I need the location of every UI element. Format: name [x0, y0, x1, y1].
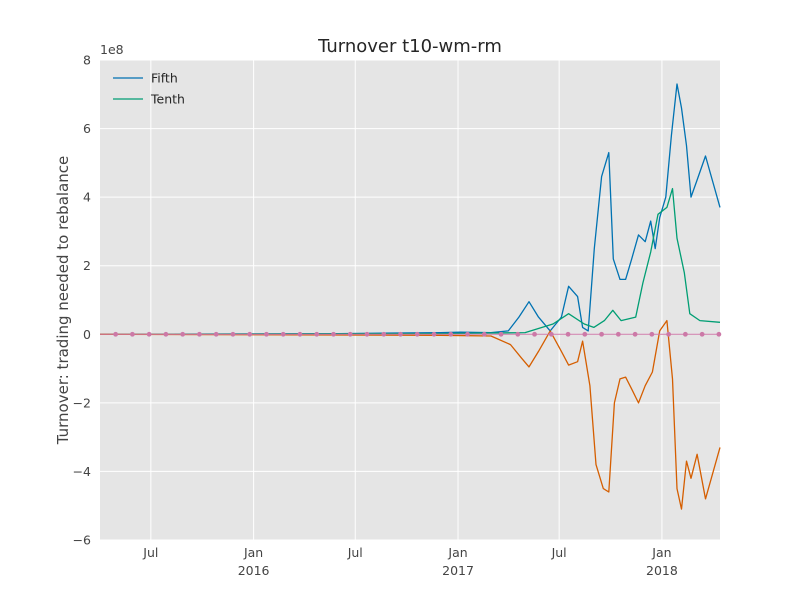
- chart-title: Turnover t10-wm-rm: [317, 36, 502, 57]
- series-4-marker: [649, 331, 655, 337]
- legend: Fifth Tenth: [113, 71, 185, 107]
- legend-label: Tenth: [150, 92, 185, 107]
- series-4-marker: [414, 331, 420, 337]
- series-4-marker: [465, 331, 470, 337]
- x-tick-year-label: 2016: [238, 563, 270, 578]
- x-tick-label: Jul: [347, 545, 363, 560]
- series-4-marker: [565, 331, 571, 337]
- series-3-line: [99, 319, 721, 510]
- series-4-marker: [230, 331, 236, 337]
- series-2-line: [99, 187, 721, 335]
- x-tick-year-label: 2017: [442, 563, 474, 578]
- series-4-marker: [481, 331, 487, 337]
- y-tick-label: −4: [73, 464, 91, 479]
- x-ticks: Jul Jan 2016 Jul Jan 2017 Jul Jan 2018: [142, 545, 678, 578]
- series-4-marker: [314, 331, 320, 337]
- series-4-marker: [548, 331, 554, 337]
- series-4-marker: [398, 331, 403, 337]
- x-tick-label: Jan: [243, 545, 263, 560]
- plot-area: [100, 60, 720, 540]
- y-tick-label: 4: [83, 190, 91, 205]
- series-4-marker: [716, 331, 722, 337]
- y-tick-label: 8: [83, 53, 91, 68]
- series-4-marker: [197, 331, 202, 337]
- series-4-marker: [364, 331, 370, 337]
- x-tick-label: Jul: [551, 545, 567, 560]
- series-layer: [99, 83, 722, 510]
- y-tick-label: 6: [83, 121, 91, 136]
- series-4-marker: [431, 331, 437, 337]
- series-4-marker: [498, 331, 504, 337]
- series-4-marker: [264, 331, 269, 337]
- x-tick-year-label: 2018: [646, 563, 678, 578]
- x-tick-label: Jan: [447, 545, 467, 560]
- y-tick-label: 2: [83, 258, 91, 273]
- series-4-marker: [163, 331, 169, 337]
- series-4-marker: [448, 331, 454, 337]
- series-4-marker: [146, 331, 152, 337]
- series-4-marker: [632, 331, 638, 337]
- series-4-marker: [113, 331, 119, 337]
- series-1-line: [99, 83, 721, 335]
- y-axis-label: Turnover: trading needed to rebalance: [54, 156, 72, 446]
- x-tick-label: Jan: [651, 545, 671, 560]
- grid-lines: [100, 59, 720, 541]
- series-4-marker: [347, 331, 353, 337]
- y-ticks: −6 −4 −2 0 2 4 6 8: [73, 53, 91, 548]
- series-4-marker: [532, 331, 537, 337]
- series-4-marker: [129, 331, 135, 337]
- y-tick-label: 0: [83, 327, 91, 342]
- series-4-marker: [582, 331, 588, 337]
- series-4-marker: [666, 331, 672, 337]
- series-4-marker: [615, 331, 621, 337]
- series-4-marker: [280, 331, 286, 337]
- series-4-marker: [213, 331, 219, 337]
- series-4-marker: [180, 331, 186, 337]
- series-4-marker: [297, 331, 303, 337]
- series-4-marker: [699, 331, 705, 337]
- series-4-marker: [682, 331, 688, 337]
- y-tick-label: −6: [73, 533, 91, 548]
- series-4-marker: [381, 331, 387, 337]
- series-4-marker: [247, 331, 253, 337]
- y-tick-label: −2: [73, 395, 91, 410]
- series-4-marker: [515, 331, 521, 337]
- x-tick-label: Jul: [142, 545, 158, 560]
- legend-label: Fifth: [151, 71, 178, 86]
- y-scale-label: 1e8: [100, 42, 124, 57]
- series-4-markers: [100, 331, 722, 337]
- series-4-marker: [331, 331, 336, 337]
- series-4-marker: [599, 331, 604, 337]
